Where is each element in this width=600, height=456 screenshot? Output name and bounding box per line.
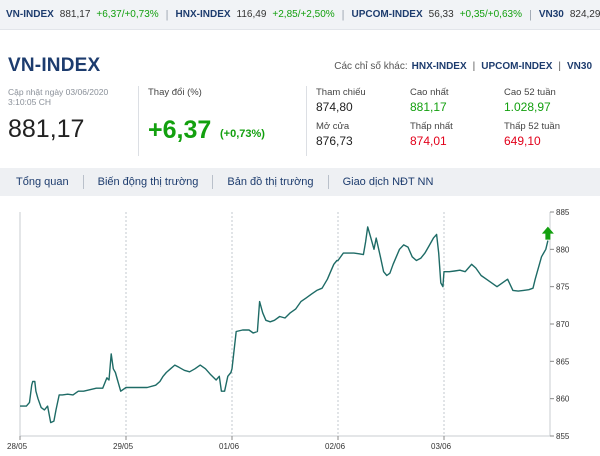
index-ticker-bar: VN-INDEX 881,17 +6,37/+0,73% | HNX-INDEX… — [0, 0, 600, 30]
updated-timestamp: Cập nhật ngày 03/06/2020 3:10:05 CH — [8, 87, 109, 107]
change-percent: (+0,73%) — [220, 128, 265, 140]
ticker-change: +0,35/+0,63% — [459, 9, 522, 20]
divider — [306, 86, 307, 156]
x-tick-label: 29/05 — [113, 442, 134, 451]
stat-value: 1.028,97 — [504, 100, 551, 114]
link-separator: | — [558, 61, 561, 72]
tab-bar: Tổng quan Biến động thị trường Bản đồ th… — [0, 168, 600, 196]
link-vn30[interactable]: VN30 — [566, 61, 592, 72]
chart-series — [20, 226, 549, 424]
ticker-change: +6,37/+0,73% — [96, 9, 159, 20]
ticker-separator: | — [165, 8, 169, 21]
stat-low: Thấp nhất 874,01 — [410, 121, 453, 148]
change-label: Thay đổi (%) — [148, 87, 202, 98]
link-upcom-index[interactable]: UPCOM-INDEX — [481, 61, 553, 72]
x-tick-label: 02/06 — [325, 442, 346, 451]
tab-separator — [327, 175, 329, 189]
chart-grid — [19, 212, 551, 437]
other-indices: Các chỉ số khác: HNX-INDEX | UPCOM-INDEX… — [334, 61, 592, 72]
tab-overview[interactable]: Tổng quan — [16, 176, 69, 188]
stat-value: 874,80 — [316, 100, 353, 114]
stat-low-52w: Thấp 52 tuần 649,10 — [504, 121, 560, 148]
index-line-chart[interactable]: 28/05 29/05 01/06 02/06 03/06 855 860 865 870 875… — [0, 200, 600, 456]
x-tick-label: 03/06 — [431, 442, 452, 451]
stat-value: 881,17 — [410, 100, 447, 114]
stat-high-52w: Cao 52 tuần 1.028,97 — [504, 87, 556, 114]
link-separator: | — [472, 61, 476, 72]
change-value: +6,37 — [148, 116, 212, 144]
x-tick-label: 28/05 — [7, 442, 28, 451]
ticker-change: +2,85/+2,50% — [272, 9, 335, 20]
stat-open: Mở cửa 876,73 — [316, 121, 353, 148]
stat-value: 874,01 — [410, 134, 447, 148]
tab-market-map[interactable]: Bản đồ thị trường — [227, 176, 314, 188]
ticker-item-vnindex[interactable]: VN-INDEX 881,17 +6,37/+0,73% — [6, 9, 159, 20]
stat-high: Cao nhất 881,17 — [410, 87, 449, 114]
divider — [138, 86, 139, 156]
ticker-separator: | — [528, 8, 532, 21]
ticker-name: VN-INDEX — [6, 9, 54, 20]
index-value: 881,17 — [8, 115, 85, 143]
stat-label: Thấp nhất — [410, 121, 453, 132]
other-indices-label: Các chỉ số khác: — [334, 61, 408, 72]
latest-point-marker — [541, 226, 554, 240]
ticker-item-upcomindex[interactable]: UPCOM-INDEX 56,33 +0,35/+0,63% — [352, 9, 522, 20]
ticker-name: HNX-INDEX — [175, 9, 231, 20]
tab-separator — [82, 175, 84, 189]
chart-axis-ticks: 28/05 29/05 01/06 02/06 03/06 855 860 865 870 875… — [7, 208, 570, 451]
stat-label: Cao 52 tuần — [504, 87, 556, 98]
link-hnx-index[interactable]: HNX-INDEX — [411, 61, 467, 72]
page-title: VN-INDEX — [8, 55, 101, 76]
ticker-name: VN30 — [538, 9, 564, 20]
stat-label: Mở cửa — [316, 121, 350, 132]
y-tick-label: 880 — [556, 245, 570, 254]
ticker-value: 824,29 — [569, 9, 600, 20]
y-tick-label: 870 — [556, 320, 570, 329]
tab-market-movement[interactable]: Biến động thị trường — [97, 176, 199, 188]
y-tick-label: 860 — [556, 395, 570, 404]
tab-foreign-trading[interactable]: Giao dịch NĐT NN — [342, 176, 434, 188]
stat-value: 649,10 — [504, 134, 541, 148]
y-tick-label: 885 — [556, 208, 570, 217]
up-arrow-icon — [541, 226, 554, 240]
tab-separator — [212, 175, 214, 189]
ticker-item-hnxindex[interactable]: HNX-INDEX 116,49 +2,85/+2,50% — [176, 9, 335, 20]
stat-label: Thấp 52 tuần — [504, 121, 560, 132]
ticker-item-vn30[interactable]: VN30 824,29 — [539, 9, 600, 20]
y-tick-label: 865 — [556, 357, 570, 366]
ticker-value: 56,33 — [428, 9, 454, 20]
y-tick-label: 855 — [556, 432, 570, 441]
ticker-name: UPCOM-INDEX — [351, 9, 423, 20]
stat-value: 876,73 — [316, 134, 353, 148]
stat-reference: Tham chiếu 874,80 — [316, 87, 366, 114]
ticker-value: 881,17 — [59, 9, 91, 20]
ticker-separator: | — [341, 8, 345, 21]
stat-label: Tham chiếu — [316, 87, 366, 98]
stat-label: Cao nhất — [410, 87, 449, 98]
x-tick-label: 01/06 — [219, 442, 240, 451]
index-series-line — [20, 226, 549, 424]
ticker-value: 116,49 — [236, 9, 267, 20]
y-tick-label: 875 — [556, 283, 570, 292]
